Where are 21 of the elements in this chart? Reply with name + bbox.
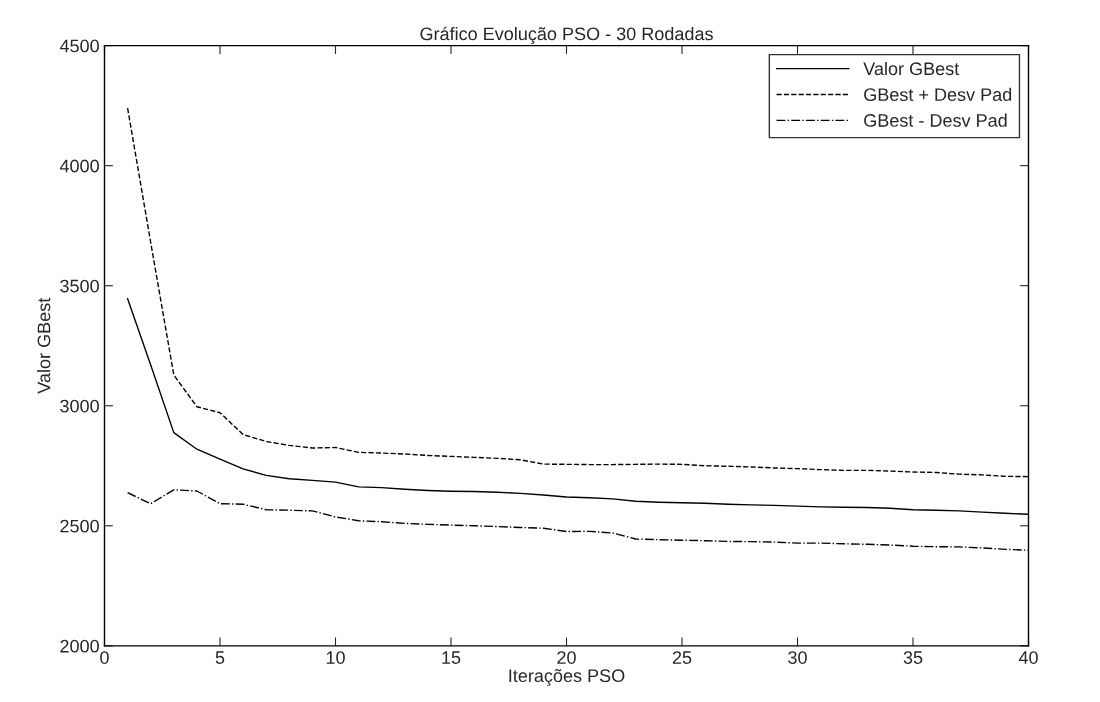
- x-tick-label: 0: [100, 651, 109, 664]
- chart-title: Gráfico Evolução PSO - 30 Rodadas: [420, 26, 713, 44]
- x-tick-label: 35: [903, 651, 923, 664]
- y-tick-label: 3000: [60, 399, 99, 413]
- x-tick-label: 30: [788, 651, 807, 664]
- x-tick-label: 15: [442, 651, 461, 664]
- y-tick-label: 4500: [59, 39, 99, 53]
- y-tick-label: 4000: [59, 159, 99, 173]
- legend-label: Valor GBest: [863, 61, 960, 76]
- x-tick-label: 20: [557, 651, 576, 664]
- legend-label: GBest + Desv Pad: [864, 87, 1012, 101]
- x-tick-label: 5: [215, 651, 225, 664]
- x-tick-label: 40: [1018, 651, 1038, 664]
- x-axis-title: Iterações PSO: [509, 668, 625, 686]
- x-tick-label: 10: [326, 651, 345, 664]
- y-tick-label: 2000: [60, 639, 99, 653]
- legend-label: GBest - Desv Pad: [864, 113, 1007, 127]
- y-tick-label: 3500: [60, 279, 99, 293]
- y-axis-title: Valor GBest: [37, 297, 51, 394]
- y-tick-label: 2500: [60, 519, 99, 533]
- x-tick-label: 25: [672, 651, 692, 664]
